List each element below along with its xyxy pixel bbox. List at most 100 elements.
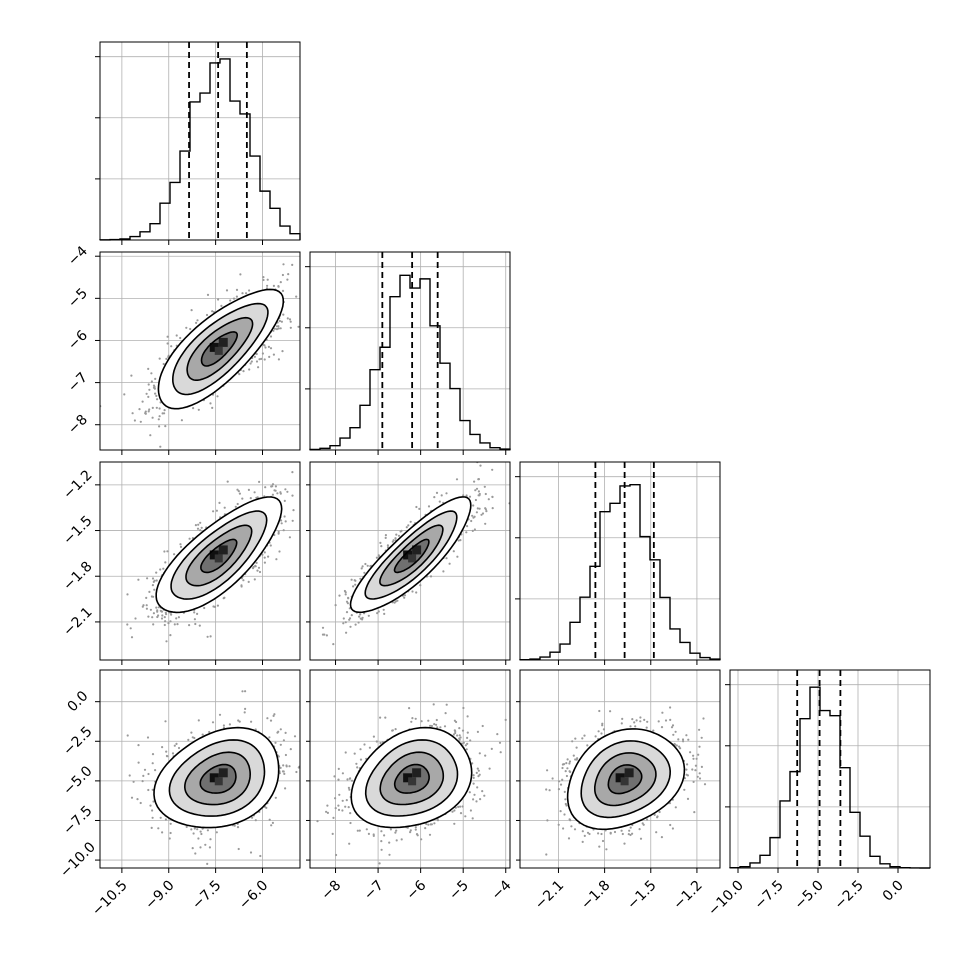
scatter-point [466,736,469,740]
scatter-point [634,725,637,728]
scatter-point [435,723,438,726]
contour-line-0 [393,763,430,794]
scatter-point [317,294,319,296]
scatter-point [147,367,150,370]
scatter-point [321,633,325,636]
scatter-point [252,565,255,569]
x-tick-label: −1.8 [578,878,613,913]
scatter-point [159,445,162,448]
scatter-point [360,567,363,570]
scatter-point [266,278,269,281]
y-tick-label: −2.1 [60,604,95,639]
x-tick-label: −5.0 [791,878,826,913]
scatter-point [469,809,472,812]
scatter-point [473,528,476,531]
scatter-point [331,832,334,836]
scatter-point [702,717,705,720]
scatter-point [457,805,460,809]
scatter-point [168,837,171,840]
scatter-point [427,505,431,508]
scatter-point [609,831,612,834]
x-tick-label: −8 [318,878,344,904]
scatter-point [341,799,344,802]
scatter-point [196,612,199,616]
scatter-point [337,778,340,781]
scatter-point [239,273,242,276]
scatter-point [477,769,480,772]
scatter-point [279,743,282,746]
scatter-point [583,834,586,838]
scatter-point [306,760,308,762]
contour-line-1 [186,316,254,381]
density-content [310,670,510,868]
scatter-point [352,585,355,588]
scatter-point [158,407,161,410]
scatter-point [372,833,375,836]
scatter-point [283,772,286,776]
scatter-point [208,846,211,849]
contour-line-0 [200,538,238,574]
y-tick-label: −5.0 [60,763,95,798]
scatter-point [601,722,604,725]
x-tick-label: −7.5 [189,878,224,913]
scatter-point [348,788,351,791]
scatter-point [638,828,641,831]
scatter-point [158,357,161,360]
scatter-point [316,820,319,823]
scatter-point [149,608,152,611]
scatter-point [657,720,660,723]
scatter-point [279,728,282,731]
scatter-point [126,734,129,737]
scatter-point [267,345,270,348]
density-panel-1-2 [309,461,511,661]
x-tick-label: −5 [446,878,472,904]
scatter-point [464,744,467,747]
panel-frame [99,41,301,241]
y-tick-label: −10.0 [57,839,99,881]
density-panel-0-1 [99,246,319,451]
scatter-point [356,766,359,769]
scatter-point [464,815,467,818]
scatter-point [344,593,347,596]
contour-line-1 [183,751,252,806]
scatter-point [670,726,674,729]
scatter-point [646,818,649,821]
x-tick-label: −6.0 [236,878,271,913]
scatter-point [284,246,286,248]
scatter-point [223,506,226,509]
scatter-point [472,798,475,801]
scatter-point [206,829,209,832]
scatter-point [166,755,169,758]
scatter-point [359,758,363,761]
scatter-point [241,497,244,500]
scatter-point [215,509,218,512]
scatter-point [291,519,294,522]
scatter-point [621,717,624,721]
scatter-point [151,816,154,819]
scatter-point [269,719,273,722]
scatter-point [563,790,566,794]
scatter-point [409,829,412,832]
scatter-point [293,735,297,738]
scatter-point [384,534,387,537]
scatter-point [218,501,221,504]
scatter-point [436,819,440,822]
scatter-point [335,853,338,857]
contour-line-2 [580,740,672,819]
scatter-point [656,816,659,819]
scatter-point [325,810,328,813]
y-tick-label: −4 [65,243,91,269]
scatter-point [139,420,142,423]
scatter-point [216,604,219,607]
scatter-point [337,767,340,771]
scatter-point [193,611,196,614]
scatter-point [462,741,465,744]
scatter-point [332,816,335,820]
scatter-point [173,623,176,626]
scatter-point [158,415,161,418]
scatter-point [264,346,267,349]
scatter-point [303,788,305,790]
scatter-point [243,711,246,714]
scatter-point [133,419,136,422]
scatter-point [601,724,604,727]
